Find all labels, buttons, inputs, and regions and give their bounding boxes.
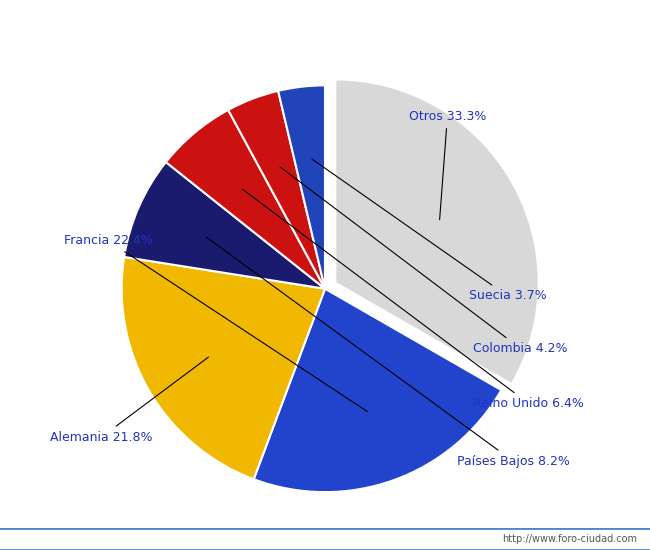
Text: Portugalete - Turistas extranjeros según país - Abril de 2024: Portugalete - Turistas extranjeros según… bbox=[65, 16, 585, 33]
Text: Alemania 21.8%: Alemania 21.8% bbox=[50, 357, 209, 444]
Text: Otros 33.3%: Otros 33.3% bbox=[409, 110, 486, 220]
Text: Reino Unido 6.4%: Reino Unido 6.4% bbox=[242, 189, 584, 410]
Wedge shape bbox=[124, 162, 325, 289]
Wedge shape bbox=[166, 110, 325, 289]
Text: Suecia 3.7%: Suecia 3.7% bbox=[312, 159, 546, 302]
Text: Países Bajos 8.2%: Países Bajos 8.2% bbox=[206, 237, 569, 468]
Text: http://www.foro-ciudad.com: http://www.foro-ciudad.com bbox=[502, 534, 637, 544]
Text: Francia 22.4%: Francia 22.4% bbox=[64, 234, 367, 411]
Wedge shape bbox=[335, 79, 539, 384]
Wedge shape bbox=[278, 85, 325, 289]
Text: Colombia 4.2%: Colombia 4.2% bbox=[280, 167, 568, 355]
Wedge shape bbox=[228, 91, 325, 289]
Wedge shape bbox=[254, 289, 501, 492]
Wedge shape bbox=[122, 257, 325, 479]
